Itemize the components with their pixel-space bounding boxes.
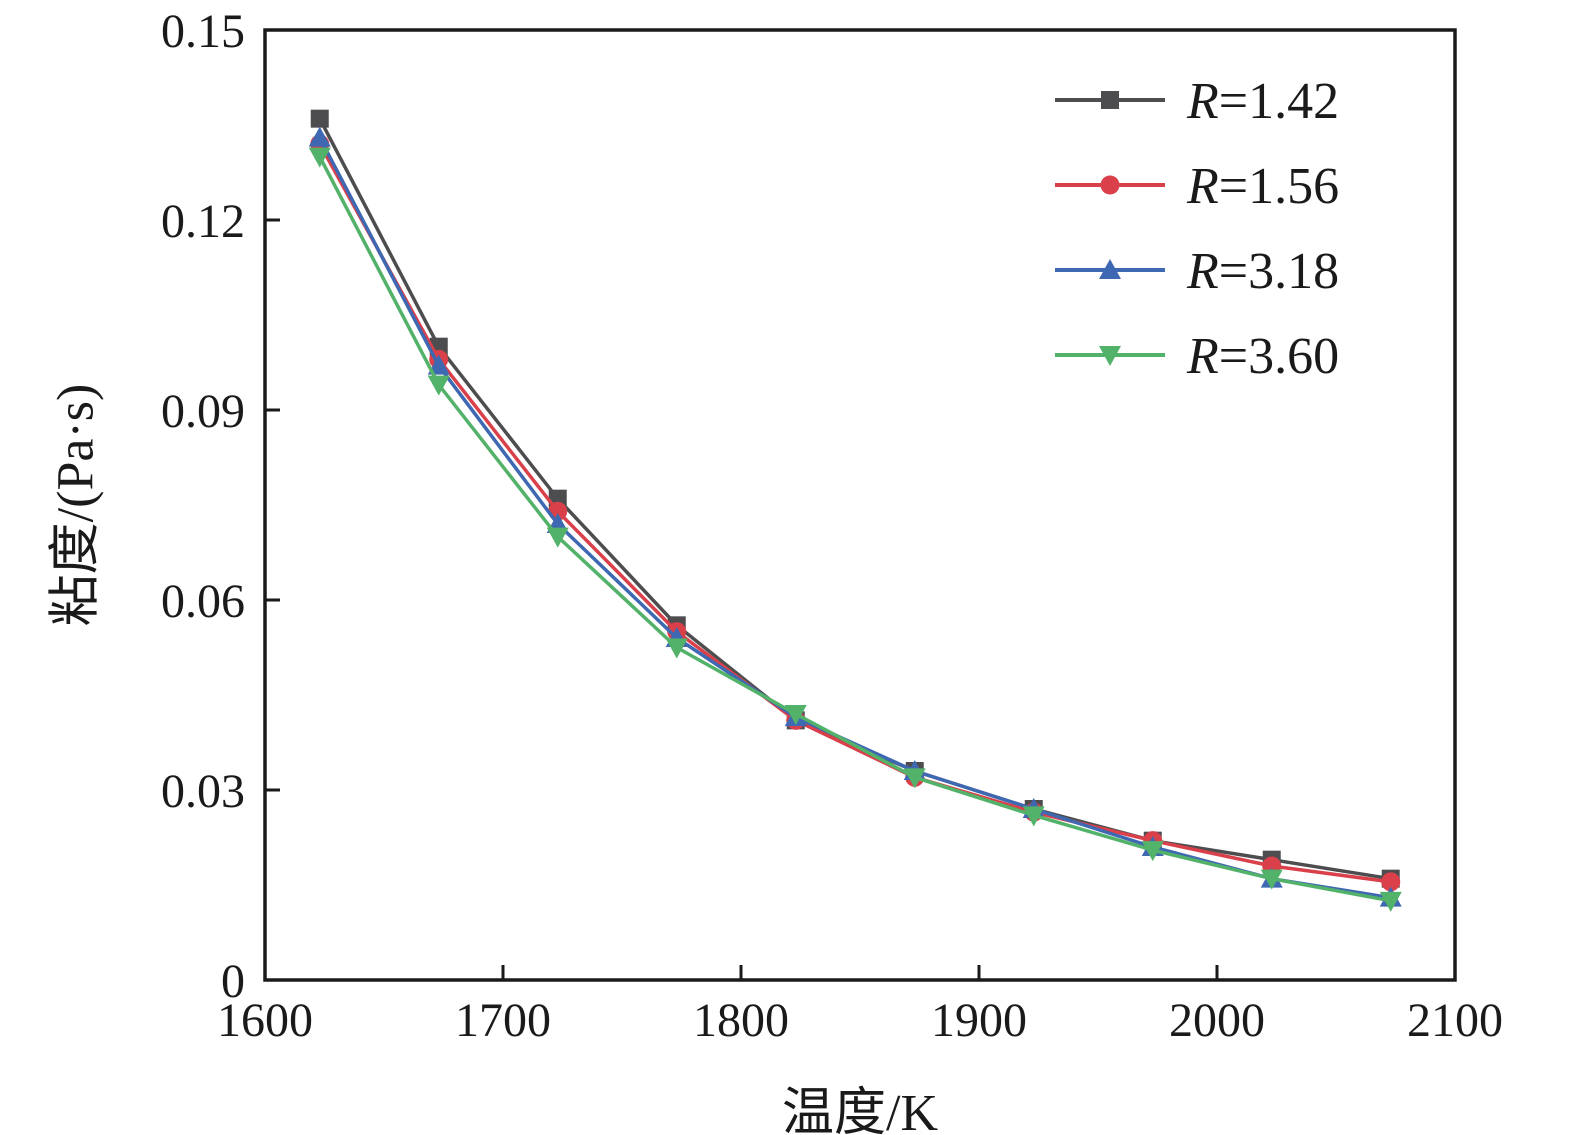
marker-triangle-up <box>1099 259 1121 279</box>
marker-triangle-down <box>1022 806 1045 827</box>
y-tick-label: 0 <box>221 955 245 1008</box>
marker-triangle-down <box>665 638 688 659</box>
y-tick-label: 0.09 <box>161 385 245 438</box>
y-tick-label: 0.15 <box>161 5 245 58</box>
marker-circle <box>1100 175 1120 195</box>
legend-label: R=3.18 <box>1186 243 1339 300</box>
marker-triangle-down <box>1141 841 1164 862</box>
legend: R=1.42 R=1.56 R=3.18 R=3.60 <box>1055 73 1339 385</box>
y-tick-label: 0.06 <box>161 575 245 628</box>
legend-item: R=3.60 <box>1055 328 1339 385</box>
legend-item: R=1.56 <box>1055 158 1339 215</box>
marker-triangle-up <box>427 354 450 375</box>
marker-triangle-down <box>1099 346 1121 366</box>
marker-triangle-down <box>546 527 569 548</box>
legend-item: R=3.18 <box>1055 243 1339 300</box>
x-tick-label: 2100 <box>1407 994 1503 1047</box>
x-axis-label: 温度/K <box>781 1085 939 1135</box>
x-tick-label: 2000 <box>1169 994 1265 1047</box>
marker-triangle-down <box>784 705 807 725</box>
y-axis-label: 粘度/(Pa·s) <box>47 383 105 627</box>
legend-label: R=1.42 <box>1186 73 1339 130</box>
y-tick-label: 0.12 <box>161 195 245 248</box>
x-tick-label: 1800 <box>693 994 789 1047</box>
series-r-1-42 <box>310 109 1400 888</box>
marker-circle <box>1381 872 1401 892</box>
marker-triangle-down <box>427 375 450 396</box>
y-tick-label: 0.03 <box>161 765 245 818</box>
x-tick-label: 1900 <box>931 994 1027 1047</box>
legend-item: R=1.42 <box>1055 73 1339 130</box>
marker-triangle-down <box>1379 891 1402 912</box>
legend-label: R=1.56 <box>1186 158 1339 215</box>
plot-frame <box>263 28 1457 982</box>
x-tick-label: 1600 <box>217 994 313 1047</box>
series-r-3-60 <box>308 147 1402 912</box>
marker-square <box>310 109 329 128</box>
legend-label: R=3.60 <box>1186 328 1339 385</box>
marker-triangle-down <box>903 768 926 789</box>
series-line <box>318 117 1392 881</box>
marker-triangle-down <box>1260 869 1283 890</box>
marker-triangle-up <box>308 126 331 147</box>
marker-triangle-down <box>308 147 331 168</box>
series-line <box>318 143 1391 884</box>
x-tick-label: 1700 <box>455 994 551 1047</box>
series-line <box>318 155 1392 903</box>
marker-square <box>1101 91 1119 109</box>
